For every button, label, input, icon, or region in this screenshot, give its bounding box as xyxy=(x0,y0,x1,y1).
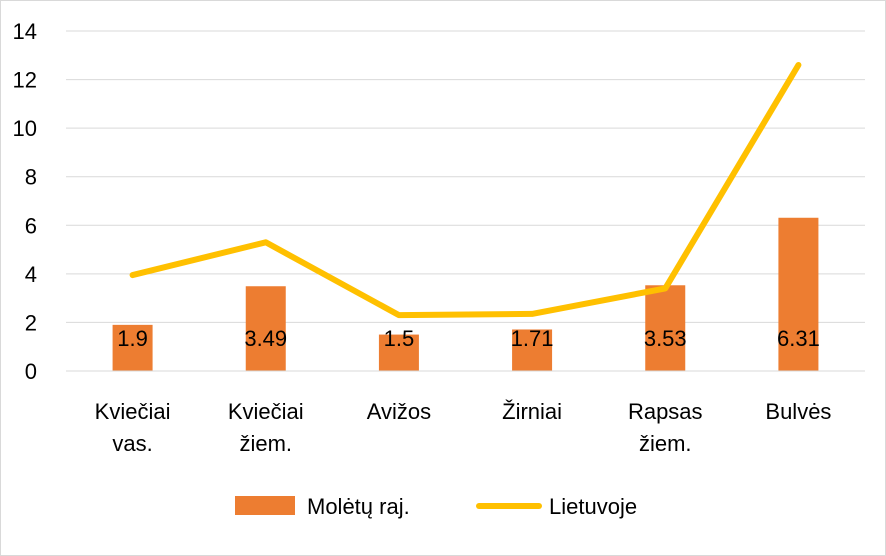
bar xyxy=(778,217,819,371)
x-category-label: žiem. xyxy=(239,431,292,456)
line-series xyxy=(129,62,802,319)
y-tick-label: 6 xyxy=(25,213,37,238)
bar xyxy=(645,285,686,371)
y-tick-label: 12 xyxy=(13,68,37,93)
y-tick-label: 2 xyxy=(25,310,37,335)
y-tick-label: 10 xyxy=(13,116,37,141)
x-category-label: Bulvės xyxy=(765,399,831,424)
bar-series xyxy=(112,217,819,371)
x-axis: Kviečiai vas. Kviečiai žiem. Avižos Žirniai Ra… xyxy=(66,370,865,456)
data-label: 1.9 xyxy=(117,326,148,351)
bar xyxy=(245,286,286,371)
bar xyxy=(112,324,153,371)
line-series-path xyxy=(129,62,802,319)
gridlines xyxy=(66,30,865,372)
legend-swatch-bar xyxy=(235,496,295,515)
x-category-label: vas. xyxy=(112,431,152,456)
data-label: 3.53 xyxy=(644,326,687,351)
data-labels: 1.9 3.49 1.5 1.71 3.53 6.31 xyxy=(117,326,820,351)
data-label: 1.5 xyxy=(384,326,415,351)
x-category-label: Žirniai xyxy=(502,399,562,424)
data-label: 1.71 xyxy=(511,326,554,351)
y-tick-label: 0 xyxy=(25,359,37,384)
y-axis: 0 2 4 6 8 10 12 14 xyxy=(13,19,37,384)
x-category-label: Rapsas xyxy=(628,399,703,424)
data-label: 3.49 xyxy=(244,326,287,351)
x-category-label: Kviečiai xyxy=(228,399,304,424)
data-label: 6.31 xyxy=(777,326,820,351)
x-category-label: Avižos xyxy=(367,399,431,424)
legend-label: Lietuvoje xyxy=(549,494,637,519)
legend-label: Molėtų raj. xyxy=(307,494,410,519)
y-tick-label: 8 xyxy=(25,165,37,190)
legend: Molėtų raj. Lietuvoje xyxy=(235,494,637,519)
x-category-label: žiem. xyxy=(639,431,692,456)
x-category-label: Kviečiai xyxy=(95,399,171,424)
bar xyxy=(512,329,553,371)
y-tick-label: 4 xyxy=(25,262,37,287)
bar xyxy=(378,334,419,371)
y-tick-label: 14 xyxy=(13,19,37,44)
